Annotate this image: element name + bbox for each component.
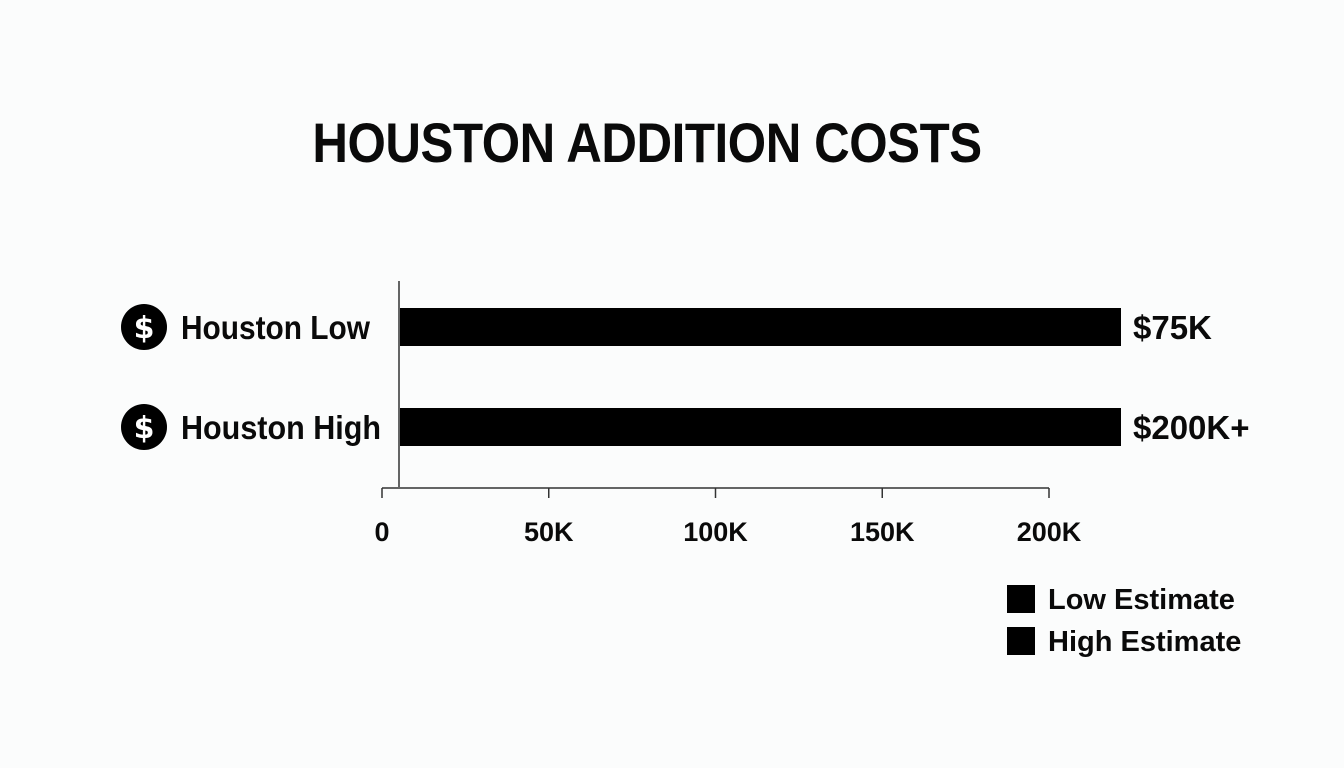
x-tick-label: 0 — [374, 517, 389, 547]
x-tick-label: 200K — [1017, 517, 1082, 547]
legend-swatch — [1007, 585, 1035, 613]
category-label: Houston High — [181, 409, 381, 446]
dollar-icon: $ — [121, 404, 167, 450]
category-label: Houston Low — [181, 309, 370, 346]
dollar-icon: $ — [121, 304, 167, 350]
category-row: $ Houston Low $75K — [121, 304, 1212, 350]
legend-label: Low Estimate — [1048, 584, 1235, 616]
bar-value-label: $75K — [1133, 309, 1212, 346]
bar-value-label: $200K+ — [1133, 409, 1250, 446]
legend-swatch — [1007, 627, 1035, 655]
x-tick-label: 100K — [683, 517, 748, 547]
category-row: $ Houston High $200K+ — [121, 404, 1250, 450]
svg-text:$: $ — [134, 311, 155, 346]
legend-label: High Estimate — [1048, 626, 1241, 658]
legend: Low Estimate High Estimate — [1007, 584, 1241, 658]
x-tick-label: 150K — [850, 517, 915, 547]
legend-item: High Estimate — [1007, 626, 1241, 658]
x-tick-label: 50K — [524, 517, 574, 547]
category-rows: $ Houston Low $75K $ Houston High $200K+ — [121, 304, 1250, 450]
svg-text:$: $ — [134, 411, 155, 446]
bar — [400, 408, 1121, 446]
legend-item: Low Estimate — [1007, 584, 1235, 616]
x-axis-ticks: 0 50K 100K 150K 200K — [374, 488, 1082, 547]
chart-title: HOUSTON ADDITION COSTS — [312, 111, 982, 174]
bar — [400, 308, 1121, 346]
